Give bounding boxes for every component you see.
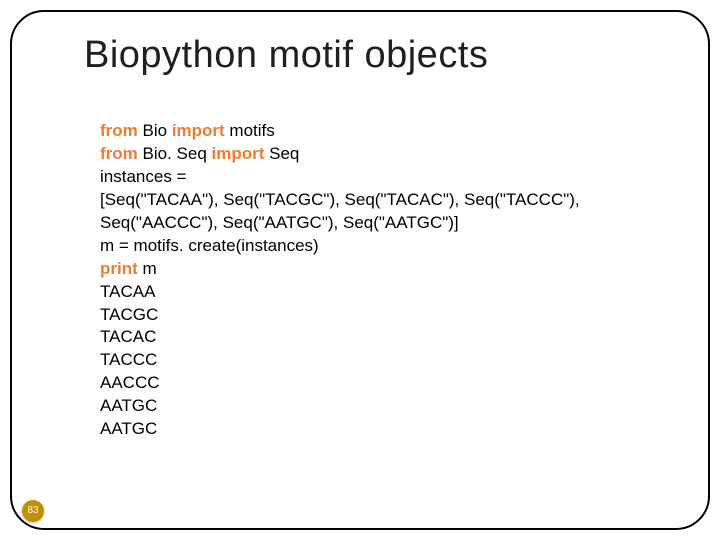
slide-title: Biopython motif objects <box>84 34 488 77</box>
code-text: AATGC <box>100 419 157 438</box>
code-text: AACCC <box>100 373 160 392</box>
code-line: AATGC <box>100 395 660 418</box>
code-line: TACGC <box>100 304 660 327</box>
code-line: Seq("AACCC"), Seq("AATGC"), Seq("AATGC")… <box>100 212 660 235</box>
code-line: TACCC <box>100 349 660 372</box>
code-text: Bio <box>138 121 172 140</box>
code-keyword: print <box>100 259 138 278</box>
code-line: print m <box>100 258 660 281</box>
code-line: AACCC <box>100 372 660 395</box>
code-text: m <box>138 259 157 278</box>
code-text: Seq("AACCC"), Seq("AATGC"), Seq("AATGC")… <box>100 213 459 232</box>
code-text: Seq <box>264 144 299 163</box>
code-text: TACAC <box>100 327 156 346</box>
code-text: TACGC <box>100 305 158 324</box>
code-line: instances = <box>100 166 660 189</box>
code-line: TACAC <box>100 326 660 349</box>
code-text: Bio. Seq <box>138 144 212 163</box>
code-line: m = motifs. create(instances) <box>100 235 660 258</box>
code-text: motifs <box>225 121 275 140</box>
code-text: AATGC <box>100 396 157 415</box>
code-line: from Bio. Seq import Seq <box>100 143 660 166</box>
code-keyword: import <box>172 121 225 140</box>
code-keyword: from <box>100 121 138 140</box>
code-line: from Bio import motifs <box>100 120 660 143</box>
code-block: from Bio import motifsfrom Bio. Seq impo… <box>100 120 660 441</box>
code-line: AATGC <box>100 418 660 441</box>
code-keyword: import <box>212 144 265 163</box>
code-keyword: from <box>100 144 138 163</box>
code-text: instances = <box>100 167 191 186</box>
code-text: [Seq("TACAA"), Seq("TACGC"), Seq("TACAC"… <box>100 190 584 209</box>
slide: Biopython motif objects from Bio import … <box>0 0 720 540</box>
code-line: [Seq("TACAA"), Seq("TACGC"), Seq("TACAC"… <box>100 189 660 212</box>
code-text: m = motifs. create(instances) <box>100 236 319 255</box>
page-number-badge: 83 <box>22 500 44 522</box>
code-line: TACAA <box>100 281 660 304</box>
code-text: TACCC <box>100 350 157 369</box>
code-text: TACAA <box>100 282 155 301</box>
